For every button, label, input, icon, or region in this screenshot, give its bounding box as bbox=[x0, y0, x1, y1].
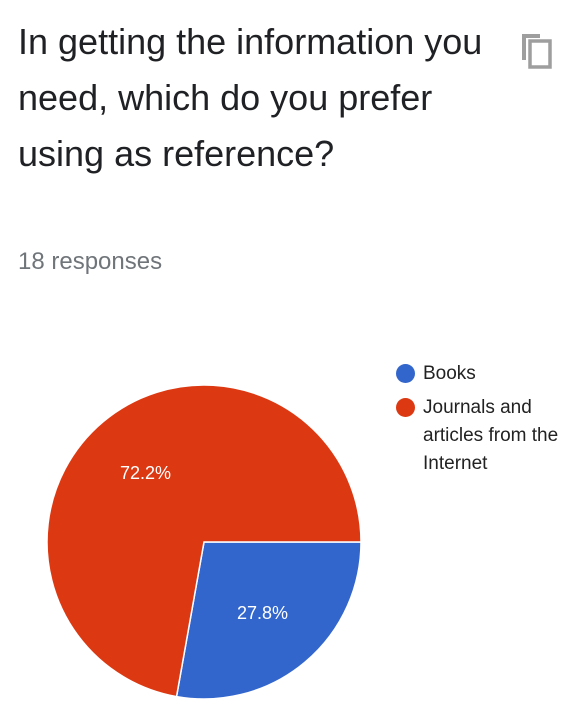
legend-label: Journals and articles from the Internet bbox=[423, 397, 559, 474]
legend-item-books[interactable]: Books bbox=[396, 360, 564, 388]
question-title: In getting the information you need, whi… bbox=[18, 21, 483, 174]
pie-chart: 27.8% 72.2% bbox=[46, 384, 362, 700]
legend-swatch bbox=[396, 398, 415, 417]
legend-swatch bbox=[396, 364, 415, 383]
pie-slice-books[interactable] bbox=[175, 541, 362, 700]
legend-label: Books bbox=[423, 363, 476, 384]
legend-item-journals[interactable]: Journals and articles from the Internet bbox=[396, 394, 564, 478]
copy-chart-button[interactable] bbox=[516, 28, 556, 72]
responses-count: 18 responses bbox=[18, 248, 163, 275]
chart-legend: Books Journals and articles from the Inte… bbox=[396, 360, 564, 484]
pie-slice-journals[interactable] bbox=[46, 384, 362, 698]
slice-label-books: 27.8% bbox=[237, 603, 288, 623]
copy-icon bbox=[522, 34, 552, 69]
slice-label-journals: 72.2% bbox=[120, 463, 171, 483]
